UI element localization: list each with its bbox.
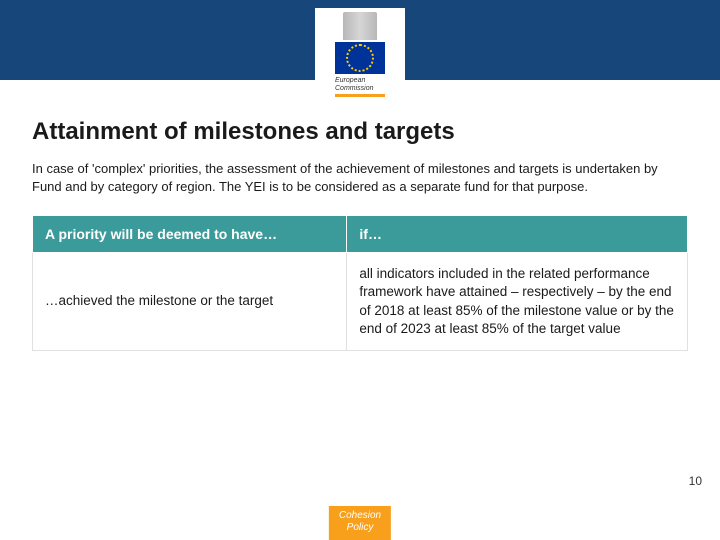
table-cell-left: …achieved the milestone or the target <box>33 253 347 351</box>
milestone-table: A priority will be deemed to have… if… …… <box>32 215 688 351</box>
header-band: European Commission <box>0 0 720 80</box>
logo-text-line2: Commission <box>335 85 374 92</box>
ec-logo: European Commission <box>315 8 405 108</box>
intro-paragraph: In case of 'complex' priorities, the ass… <box>32 160 688 195</box>
logo-underline <box>335 94 385 97</box>
table-header-right: if… <box>347 216 688 253</box>
logo-building-icon <box>343 12 377 40</box>
eu-flag-icon <box>335 42 385 74</box>
slide-content: Attainment of milestones and targets In … <box>0 80 720 351</box>
slide-title: Attainment of milestones and targets <box>32 118 688 146</box>
table-cell-right: all indicators included in the related p… <box>347 253 688 351</box>
logo-text: European Commission <box>335 77 385 92</box>
table-header-row: A priority will be deemed to have… if… <box>33 216 688 253</box>
table-header-left: A priority will be deemed to have… <box>33 216 347 253</box>
footer-tag: Cohesion Policy <box>329 506 391 540</box>
table-row: …achieved the milestone or the target al… <box>33 253 688 351</box>
logo-text-line1: European <box>335 77 365 84</box>
footer-line2: Policy <box>347 522 374 533</box>
footer-line1: Cohesion <box>339 510 381 521</box>
page-number: 10 <box>689 474 702 488</box>
